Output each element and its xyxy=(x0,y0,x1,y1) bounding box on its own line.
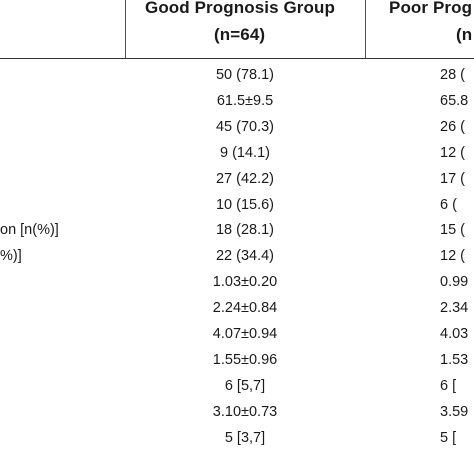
poor-group-cell: 5 [ xyxy=(440,430,457,446)
poor-group-cell: 6 ( xyxy=(440,197,457,213)
column-divider-left xyxy=(125,0,126,58)
good-group-n: (n=64) xyxy=(214,25,266,44)
good-group-cell: 18 (28.1) xyxy=(215,222,275,238)
poor-group-cell: 4.03 xyxy=(440,326,469,342)
poor-group-n: (n xyxy=(456,25,473,44)
good-group-title: Good Prognosis Group xyxy=(145,0,335,17)
good-group-cell: 9 (14.1) xyxy=(220,145,270,161)
good-group-cell: 3.10±0.73 xyxy=(212,404,278,420)
row-label: %)] xyxy=(0,248,22,264)
row-label: on [n(%)] xyxy=(0,222,59,238)
poor-group-cell: 17 ( xyxy=(440,171,465,187)
good-group-cell: 4.07±0.94 xyxy=(212,326,278,342)
good-group-cell: 22 (34.4) xyxy=(215,248,275,264)
good-group-cell: 2.24±0.84 xyxy=(212,300,278,316)
poor-group-cell: 12 ( xyxy=(440,145,465,161)
poor-group-cell: 12 ( xyxy=(440,248,465,264)
good-group-cell: 5 [3,7] xyxy=(224,430,266,446)
poor-group-cell: 0.99 xyxy=(440,274,469,290)
column-divider-right xyxy=(365,0,366,58)
poor-group-cell: 3.59 xyxy=(440,404,469,420)
good-group-cell: 6 [5,7] xyxy=(224,378,266,394)
poor-group-cell: 6 [ xyxy=(440,378,457,394)
poor-group-cell: 2.34 xyxy=(440,300,469,316)
good-group-cell: 27 (42.2) xyxy=(215,171,275,187)
good-group-cell: 61.5±9.5 xyxy=(216,93,274,109)
poor-group-cell: 26 ( xyxy=(440,119,465,135)
poor-group-cell: 1.53 xyxy=(440,352,469,368)
good-group-cell: 1.03±0.20 xyxy=(212,274,278,290)
poor-group-cell: 28 ( xyxy=(440,67,465,83)
good-group-cell: 45 (70.3) xyxy=(215,119,275,135)
poor-group-title: Poor Prog xyxy=(389,0,473,17)
poor-group-cell: 15 ( xyxy=(440,222,465,238)
poor-group-cell: 65.8 xyxy=(440,93,469,109)
good-group-cell: 10 (15.6) xyxy=(215,197,275,213)
header-bottom-rule xyxy=(0,58,474,59)
good-group-cell: 50 (78.1) xyxy=(215,67,275,83)
good-group-cell: 1.55±0.96 xyxy=(212,352,278,368)
